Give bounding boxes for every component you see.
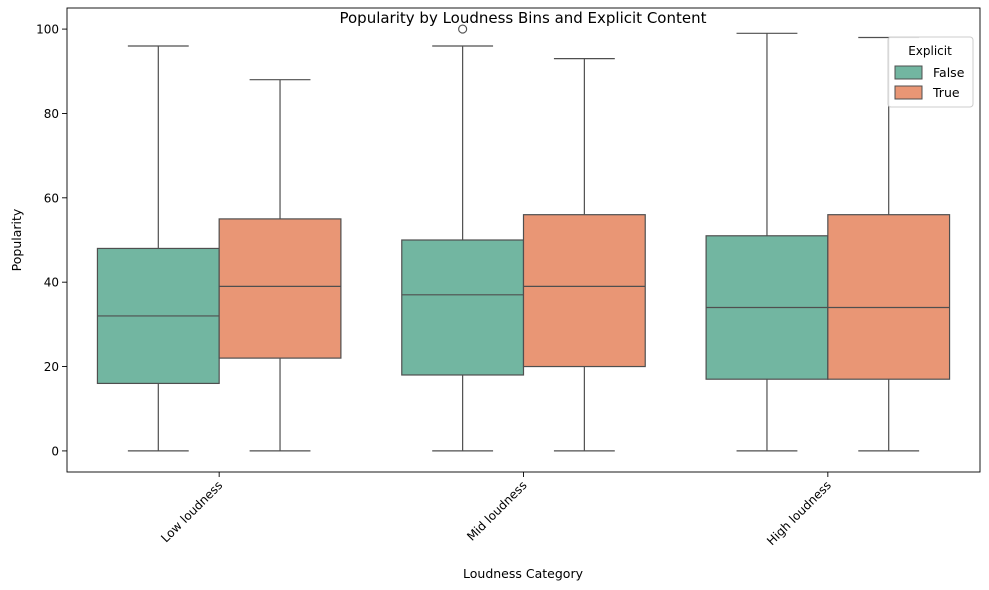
x-tick-label: Low loudness xyxy=(158,478,225,545)
box-false-0 xyxy=(96,45,220,452)
legend-title: Explicit xyxy=(908,44,952,58)
y-tick-label: 80 xyxy=(44,107,59,121)
y-tick-label: 100 xyxy=(36,23,59,37)
y-tick-label: 20 xyxy=(44,360,59,374)
chart-title: Popularity by Loudness Bins and Explicit… xyxy=(339,9,706,27)
y-axis: 0 20 40 60 80 100 xyxy=(36,23,67,458)
legend-swatch xyxy=(894,85,923,100)
box-false-2 xyxy=(705,32,829,452)
plot-area xyxy=(96,24,951,452)
x-tick-label: Mid loudness xyxy=(464,478,529,543)
legend: Explicit False True xyxy=(887,36,974,108)
box-false-1 xyxy=(401,24,525,452)
x-axis: Low loudness Mid loudness High loudness xyxy=(158,472,834,548)
legend-label: False xyxy=(933,65,965,80)
box-body xyxy=(827,214,951,380)
y-axis-label: Popularity xyxy=(9,208,24,271)
legend-label: True xyxy=(932,85,960,100)
box-true-1 xyxy=(522,58,646,452)
box-body xyxy=(218,218,342,359)
box-body xyxy=(401,239,525,376)
box-true-0 xyxy=(218,79,342,452)
y-tick-label: 60 xyxy=(44,191,59,205)
x-axis-label: Loudness Category xyxy=(463,566,584,581)
y-tick-label: 0 xyxy=(51,444,59,458)
legend-swatch xyxy=(894,65,923,80)
outlier-point xyxy=(458,24,468,34)
box-body xyxy=(522,214,646,368)
y-tick-label: 40 xyxy=(44,276,59,290)
x-tick-label: High loudness xyxy=(764,478,834,548)
